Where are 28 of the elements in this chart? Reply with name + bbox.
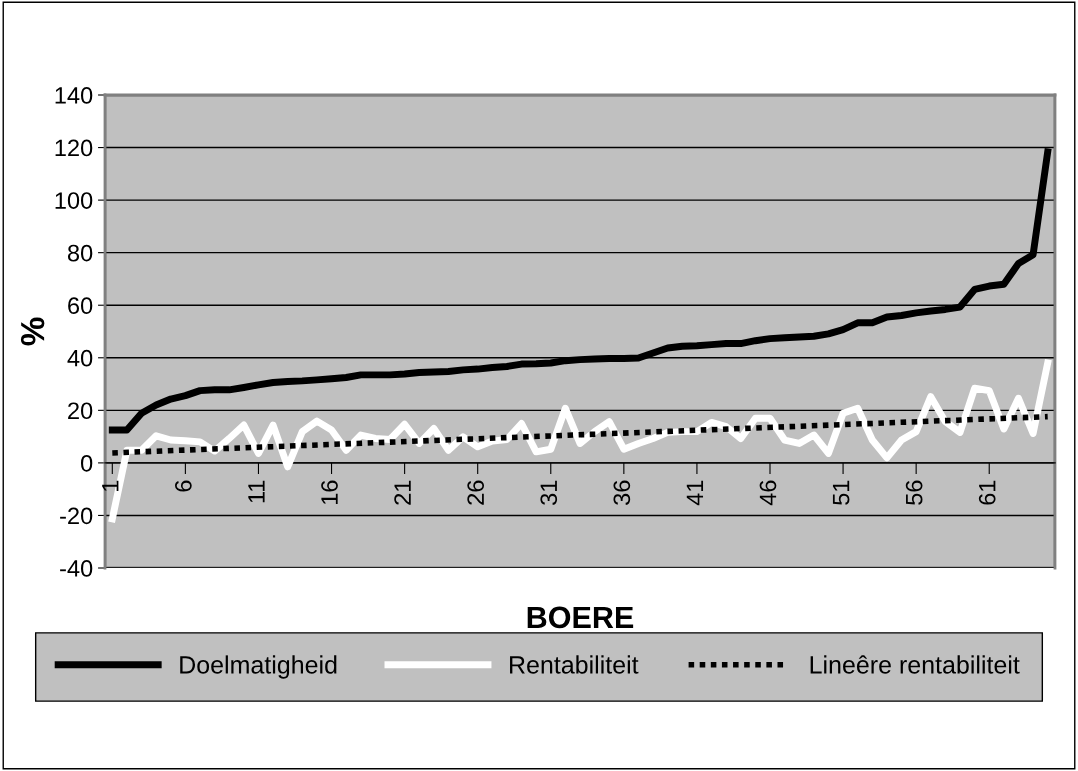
legend-label: Lineêre rentabiliteit [810,655,1020,674]
y-tick-label: 20 [68,402,93,420]
x-tick-label: 1 [102,480,119,491]
y-tick-label: 40 [67,349,93,367]
x-tick-label: 31 [540,480,558,505]
x-tick-label: 6 [175,480,192,492]
x-tick-label: 41 [686,480,704,506]
x-tick-label: 56 [905,480,923,505]
x-tick-label: 46 [759,480,777,506]
y-tick-label: 60 [68,297,93,315]
x-tick-label: 11 [248,480,265,503]
x-tick-label: 16 [321,480,338,505]
x-tick-label: 26 [467,480,485,505]
y-tick-label: 0 [80,454,93,472]
legend-label: Doelmatigheid [180,655,337,679]
y-tick-label: 140 [55,87,93,104]
y-tick-label: -40 [60,560,93,577]
x-tick-label: 61 [978,480,996,505]
x-tick-label: 36 [613,480,631,505]
x-tick-label: 21 [394,480,411,505]
y-tick-label: 80 [67,244,93,262]
y-axis-title: % [20,317,45,346]
y-tick-label: 100 [55,192,93,209]
x-tick-label: 51 [832,480,850,505]
x-axis-title: BOERE [527,606,634,629]
y-tick-label: 120 [55,139,93,157]
y-tick-label: -20 [60,507,93,525]
legend-label: Rentabiliteit [510,655,639,674]
